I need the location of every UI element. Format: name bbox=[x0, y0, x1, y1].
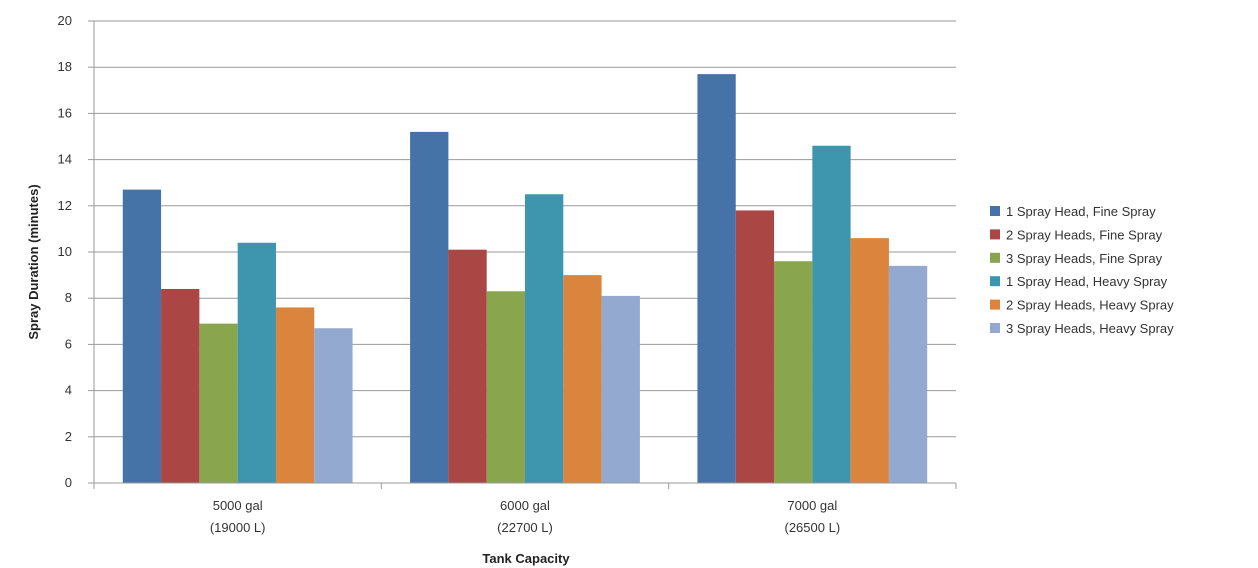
bar bbox=[314, 328, 353, 483]
bar bbox=[410, 131, 449, 483]
bar bbox=[812, 145, 851, 484]
bar bbox=[122, 189, 162, 483]
bar bbox=[275, 307, 315, 483]
bar bbox=[601, 295, 640, 483]
y-tick-label: 6 bbox=[65, 336, 72, 351]
legend-swatch bbox=[990, 276, 1000, 287]
bar bbox=[448, 249, 487, 483]
y-tick-label: 0 bbox=[65, 475, 72, 490]
legend-swatch bbox=[990, 323, 1000, 333]
legend-label: 2 Spray Heads, Fine Spray bbox=[1006, 227, 1163, 242]
y-axis-title: Spray Duration (minutes) bbox=[26, 184, 41, 339]
bar bbox=[525, 194, 564, 483]
bar bbox=[735, 210, 775, 484]
legend-label: 1 Spray Head, Fine Spray bbox=[1006, 204, 1156, 219]
legend-label: 3 Spray Heads, Fine Spray bbox=[1006, 251, 1163, 266]
x-category-label: 6000 gal bbox=[500, 498, 550, 513]
y-tick-label: 8 bbox=[65, 290, 72, 305]
bar bbox=[850, 238, 889, 483]
legend-swatch bbox=[990, 229, 1000, 240]
y-tick-label: 18 bbox=[58, 59, 72, 74]
bar bbox=[199, 323, 238, 483]
x-category-label: 7000 gal bbox=[787, 498, 837, 513]
bar bbox=[774, 261, 813, 483]
x-category-label: 5000 gal bbox=[213, 498, 263, 513]
legend-label: 3 Spray Heads, Heavy Spray bbox=[1006, 321, 1174, 336]
legend-label: 2 Spray Heads, Heavy Spray bbox=[1006, 298, 1174, 313]
y-tick-label: 14 bbox=[58, 152, 72, 167]
bar bbox=[237, 242, 276, 483]
legend-label: 1 Spray Head, Heavy Spray bbox=[1006, 274, 1168, 289]
y-tick-label: 4 bbox=[65, 383, 72, 398]
bar bbox=[486, 291, 525, 483]
bars bbox=[122, 74, 928, 484]
legend-swatch bbox=[990, 206, 1000, 216]
x-category-label: (22700 L) bbox=[497, 520, 553, 535]
bar bbox=[888, 265, 928, 483]
y-tick-labels: 0 2 4 6 8 10 12 14 16 18 20 bbox=[58, 13, 94, 490]
y-tick-label: 16 bbox=[58, 105, 72, 120]
y-tick-label: 12 bbox=[58, 198, 72, 213]
bar bbox=[697, 74, 736, 483]
y-tick-label: 20 bbox=[58, 13, 72, 28]
legend-swatch bbox=[990, 299, 1000, 310]
bar bbox=[161, 288, 200, 483]
legend-swatch bbox=[990, 252, 1000, 263]
y-tick-label: 10 bbox=[58, 244, 72, 259]
x-category-label: (19000 L) bbox=[210, 520, 266, 535]
x-axis-title: Tank Capacity bbox=[482, 551, 570, 566]
bar bbox=[563, 275, 602, 483]
legend: 1 Spray Head, Fine Spray 2 Spray Heads, F… bbox=[990, 204, 1174, 336]
x-category-label: (26500 L) bbox=[785, 520, 841, 535]
y-tick-label: 2 bbox=[65, 429, 72, 444]
x-category-labels: 5000 gal (19000 L) 6000 gal (22700 L) 7000 g… bbox=[210, 498, 840, 535]
